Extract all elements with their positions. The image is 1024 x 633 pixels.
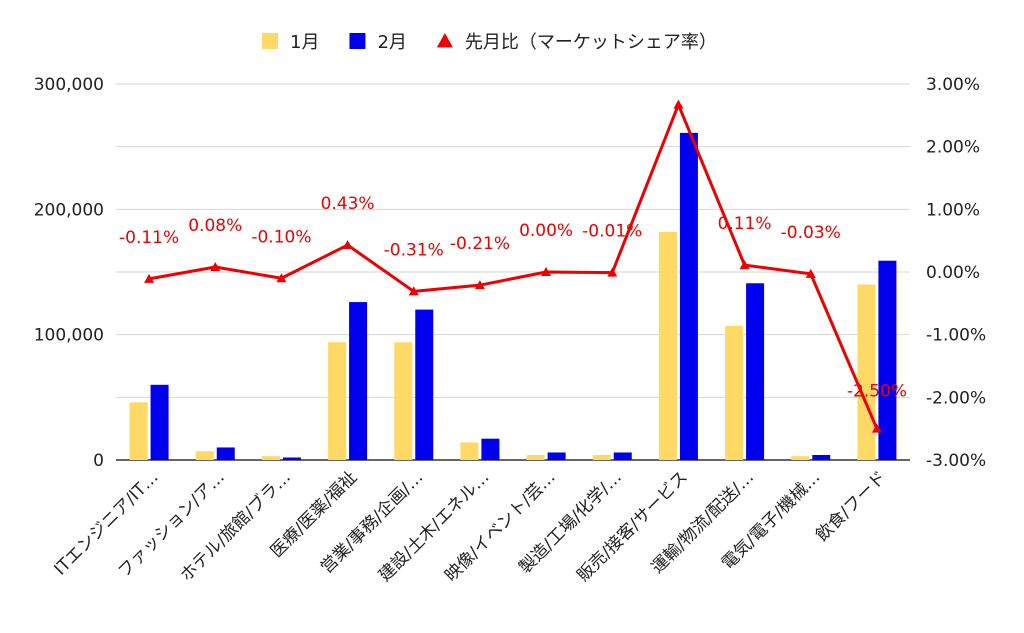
line-data-label: -0.03% [781, 223, 841, 243]
right-axis-tick: -1.00% [926, 326, 986, 346]
line-point-marker [342, 240, 353, 250]
left-axis-tick: 100,000 [34, 326, 104, 346]
bar-feb [613, 452, 632, 460]
left-axis-tick: 200,000 [34, 200, 104, 220]
right-axis-tick: 2.00% [926, 138, 980, 158]
axis-labels: -3.00% -2.00% -1.00% 0.00% 1.00% 2.00% 3.00% 0 1… [34, 75, 986, 586]
bar-jan [791, 456, 810, 460]
bar-feb [349, 302, 368, 460]
bar-feb [746, 283, 765, 460]
bars-group [129, 132, 897, 460]
bar-feb [415, 309, 434, 460]
bar-feb [216, 447, 235, 460]
legend-triangle-marker [436, 33, 453, 48]
bar-jan [592, 454, 611, 460]
category-label: ホテル/旅館/ブラ… [176, 467, 295, 586]
bar-jan [857, 284, 876, 460]
legend-label: 1月 [290, 32, 319, 53]
line-point-marker [739, 260, 750, 270]
bar-feb [481, 438, 500, 460]
line-point-marker [474, 280, 485, 290]
line-point-marker [541, 267, 552, 276]
legend-swatch [262, 33, 278, 49]
line-data-label: 0.43% [321, 194, 375, 214]
category-label: 映像/イベント/芸… [441, 467, 559, 585]
category-label: 建設/土木/エネル… [375, 467, 493, 585]
bar-jan [195, 451, 214, 460]
bar-feb [878, 260, 897, 460]
bar-jan [394, 342, 413, 460]
left-axis-tick: 300,000 [34, 75, 104, 95]
right-axis-tick: 1.00% [926, 200, 980, 220]
line-point-marker [408, 286, 419, 296]
line-data-label: -0.21% [450, 234, 510, 254]
right-axis-tick: -3.00% [926, 451, 986, 471]
line-point-marker [805, 268, 816, 278]
bar-jan [328, 342, 347, 460]
legend: 1月 2月 先月比（マーケットシェア率） [262, 32, 717, 53]
bar-jan [460, 442, 479, 460]
line-point-marker [871, 423, 882, 433]
right-axis-tick: 3.00% [926, 75, 980, 95]
legend-label: 2月 [377, 32, 406, 53]
bar-jan [725, 325, 744, 460]
bar-jan [658, 231, 677, 460]
bar-feb [679, 132, 698, 460]
bar-feb [150, 384, 169, 460]
line-data-label: 0.08% [188, 216, 242, 236]
line-data-label: -0.10% [251, 227, 311, 247]
line-data-label: 0.00% [519, 221, 573, 241]
category-label: 飲食/フード [812, 467, 890, 545]
left-axis-tick: 0 [93, 451, 104, 471]
line-point-marker [607, 267, 618, 277]
line-data-label: -0.11% [119, 228, 179, 248]
line-point-marker [276, 273, 287, 283]
bar-jan [261, 456, 280, 460]
line-point-marker [210, 261, 221, 271]
bar-jan [526, 454, 545, 460]
right-axis-tick: -2.00% [926, 388, 986, 408]
legend-swatch [349, 33, 366, 49]
share-change-line [148, 103, 879, 430]
line-data-label: 0.11% [718, 214, 772, 234]
category-label: 販売/接客/サービス [574, 467, 692, 585]
bar-jan [129, 402, 148, 460]
bar-feb [282, 457, 301, 460]
bar-feb [812, 454, 831, 460]
line-data-label: -2.50% [847, 382, 907, 402]
bar-feb [547, 452, 566, 460]
line-data-label: -0.01% [582, 222, 642, 242]
line-point-marker [673, 99, 684, 109]
right-axis-tick: 0.00% [926, 263, 980, 283]
legend-label: 先月比（マーケットシェア率） [465, 32, 717, 53]
line-series-group: -0.11%0.08%-0.10%0.43%-0.31% -0.21%0.00% -… [119, 99, 907, 433]
line-data-label: -0.31% [384, 240, 444, 260]
line-point-marker [144, 273, 155, 283]
